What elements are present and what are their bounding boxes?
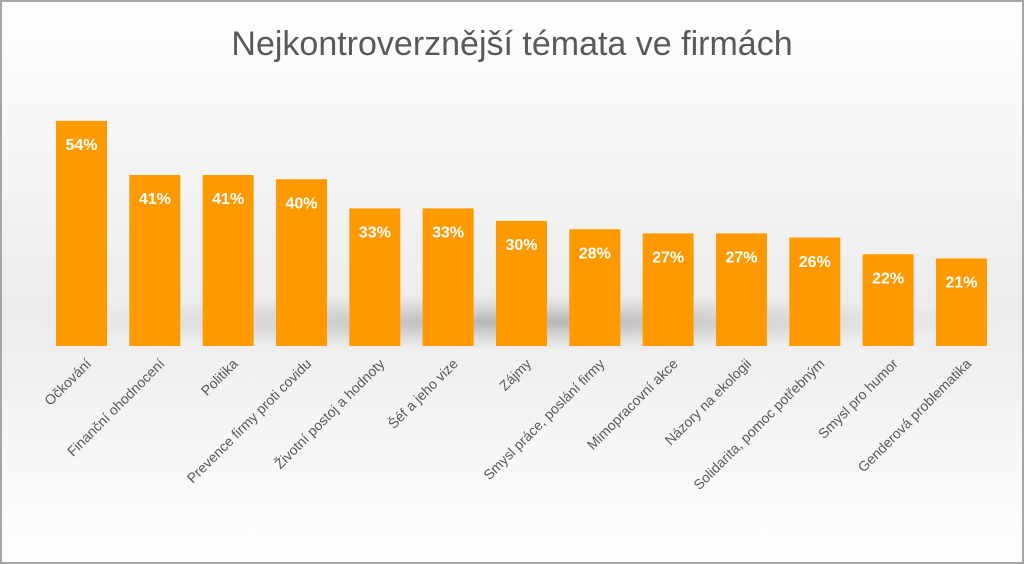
bar: [56, 120, 107, 346]
bar: [935, 258, 987, 346]
value-label: 40%: [285, 195, 317, 212]
bar: [349, 208, 401, 346]
value-label: 54%: [65, 137, 97, 154]
bar: [275, 179, 327, 346]
value-label: 41%: [139, 191, 171, 208]
chart-title: Nejkontroverznější témata ve firmách: [231, 25, 792, 63]
bar: [715, 233, 767, 346]
bar: [862, 254, 914, 346]
bar: [422, 208, 474, 346]
value-label: 21%: [945, 275, 977, 292]
bar: [129, 175, 181, 346]
value-label: 26%: [799, 254, 831, 271]
bar: [569, 229, 621, 346]
value-label: 27%: [725, 250, 757, 267]
value-label: 33%: [432, 225, 464, 242]
value-label: 27%: [652, 250, 684, 267]
bar: [642, 233, 694, 346]
value-label: 28%: [579, 245, 611, 262]
bar: [202, 175, 254, 346]
value-label: 33%: [359, 225, 391, 242]
value-label: 22%: [872, 270, 904, 287]
bar: [495, 220, 547, 346]
value-label: 30%: [505, 237, 537, 254]
bar: [789, 237, 841, 346]
value-label: 41%: [212, 191, 244, 208]
